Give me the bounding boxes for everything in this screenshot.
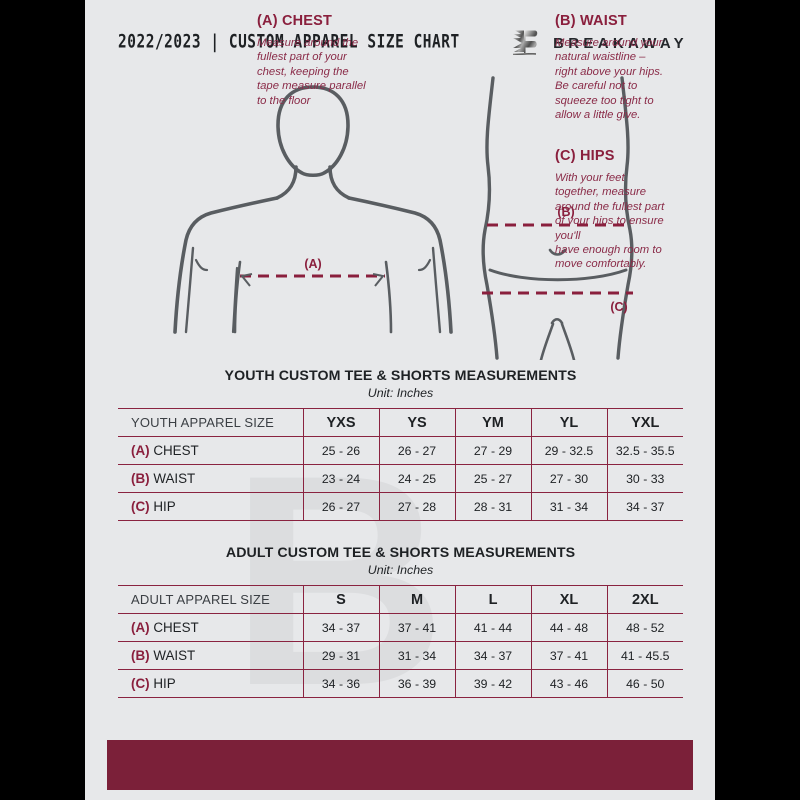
table-header-size-yxs: YXS <box>302 408 379 437</box>
measurement-cell: 31 - 34 <box>530 492 607 521</box>
measurement-cell: 26 - 27 <box>302 492 379 521</box>
chest-measure-line <box>240 273 385 287</box>
table-header-size-l: L <box>454 585 531 614</box>
measurement-cell: 25 - 27 <box>454 464 531 493</box>
measurement-cell: 41 - 45.5 <box>606 641 683 670</box>
adult-table-unit: Unit: Inches <box>367 563 434 577</box>
measurement-cell: 29 - 31 <box>302 641 379 670</box>
adult-size-table: ADULT APPAREL SIZE S M L XL 2XL (A) CHEST 34 -… <box>118 585 683 698</box>
row-label-tag: (C) <box>131 676 150 691</box>
measurement-cell: 29 - 32.5 <box>530 436 607 465</box>
measurement-cell: 34 - 37 <box>302 613 379 642</box>
measurement-cell: 23 - 24 <box>302 464 379 493</box>
table-header-row: ADULT APPAREL SIZE S M L XL 2XL <box>118 585 683 614</box>
waist-measure-label: (B) <box>557 205 574 219</box>
measurement-cell: 26 - 27 <box>378 436 455 465</box>
page-header: 2022/2023 | CUSTOM APPAREL SIZE CHART <box>85 0 715 72</box>
measurement-cell: 39 - 42 <box>454 669 531 698</box>
measurement-cell: 31 - 34 <box>378 641 455 670</box>
youth-table-head: YOUTH APPAREL SIZE YXS YS YM YL YXL <box>118 408 683 437</box>
row-label: (B) WAIST <box>118 641 303 670</box>
row-label: (C) HIP <box>118 669 303 698</box>
callout-waist: (B) WAIST Measure around your natural wa… <box>555 13 705 122</box>
table-header-size-yxl: YXL <box>606 408 683 437</box>
callout-hips-heading: (C) HIPS <box>555 148 615 164</box>
measurement-cell: 34 - 37 <box>606 492 683 521</box>
table-row: (A) CHEST 34 - 37 37 - 41 41 - 44 44 - 48 48 … <box>118 613 683 642</box>
table-row: (C) HIP 26 - 27 27 - 28 28 - 31 31 - 34 34 - … <box>118 492 683 521</box>
table-header-size-ys: YS <box>378 408 455 437</box>
callout-waist-body: Measure around your natural waistline – … <box>555 37 664 122</box>
callout-chest-heading: (A) CHEST <box>257 13 333 29</box>
measurement-illustrations: (A) <box>85 70 715 360</box>
measurement-cell: 37 - 41 <box>378 613 455 642</box>
table-header-apparel-size: YOUTH APPAREL SIZE <box>118 408 303 437</box>
adult-table-body: (A) CHEST 34 - 37 37 - 41 41 - 44 44 - 48 48 … <box>118 613 683 698</box>
measurement-cell: 27 - 29 <box>454 436 531 465</box>
measurement-cell: 34 - 36 <box>302 669 379 698</box>
row-label-tag: (C) <box>131 499 150 514</box>
table-header-size-m: M <box>378 585 455 614</box>
youth-size-section: YOUTH CUSTOM TEE & SHORTS MEASUREMENTS U… <box>118 368 683 521</box>
table-header-apparel-size: ADULT APPAREL SIZE <box>118 585 303 614</box>
row-label: (C) HIP <box>118 492 303 521</box>
brand-lockup: BREAKAWAY <box>509 28 688 58</box>
adult-table-head: ADULT APPAREL SIZE S M L XL 2XL <box>118 585 683 614</box>
measurement-cell: 44 - 48 <box>530 613 607 642</box>
brand-name: BREAKAWAY <box>553 34 688 52</box>
row-label-tag: (A) <box>131 620 150 635</box>
row-label-tag: (B) <box>131 648 150 663</box>
row-label-tag: (B) <box>131 471 150 486</box>
youth-table-title: YOUTH CUSTOM TEE & SHORTS MEASUREMENTS <box>224 368 577 384</box>
measurement-cell: 30 - 33 <box>606 464 683 493</box>
lower-body-illustration <box>481 76 634 360</box>
table-header-size-2xl: 2XL <box>606 585 683 614</box>
measurement-cell: 37 - 41 <box>530 641 607 670</box>
document-sheet: B 2022/2023 | CUSTOM APPAREL SIZE CHART <box>85 0 715 800</box>
measurement-cell: 46 - 50 <box>606 669 683 698</box>
measurement-cell: 25 - 26 <box>302 436 379 465</box>
row-label: (A) CHEST <box>118 436 303 465</box>
footer-bar <box>107 740 693 790</box>
row-label-tag: (A) <box>131 443 150 458</box>
callout-waist-heading: (B) WAIST <box>555 13 627 29</box>
measurement-cell: 28 - 31 <box>454 492 531 521</box>
table-header-size-yl: YL <box>530 408 607 437</box>
adult-size-section: ADULT CUSTOM TEE & SHORTS MEASUREMENTS U… <box>118 545 683 698</box>
measurement-cell: 41 - 44 <box>454 613 531 642</box>
youth-table-body: (A) CHEST 25 - 26 26 - 27 27 - 29 29 - 32.5 3… <box>118 436 683 521</box>
row-label: (B) WAIST <box>118 464 303 493</box>
adult-table-title: ADULT CUSTOM TEE & SHORTS MEASUREMENTS <box>225 545 576 561</box>
measurement-cell: 43 - 46 <box>530 669 607 698</box>
measurement-cell: 27 - 28 <box>378 492 455 521</box>
youth-table-unit: Unit: Inches <box>367 386 434 400</box>
table-row: (B) WAIST 29 - 31 31 - 34 34 - 37 37 - 41 41 … <box>118 641 683 670</box>
table-header-size-ym: YM <box>454 408 531 437</box>
torso-front-illustration <box>173 85 453 334</box>
table-row: (A) CHEST 25 - 26 26 - 27 27 - 29 29 - 32.5 3… <box>118 436 683 465</box>
table-row: (B) WAIST 23 - 24 24 - 25 25 - 27 27 - 30 30 … <box>118 464 683 493</box>
page-title: 2022/2023 | CUSTOM APPAREL SIZE CHART <box>118 31 460 53</box>
chest-measure-label: (A) <box>304 257 321 271</box>
table-row: (C) HIP 34 - 36 36 - 39 39 - 42 43 - 46 46 - … <box>118 669 683 698</box>
youth-size-table: YOUTH APPAREL SIZE YXS YS YM YL YXL (A) CHEST… <box>118 408 683 521</box>
callout-chest-body: Measure around the fullest part of your … <box>257 37 366 107</box>
hips-measure-label: (C) <box>610 300 627 314</box>
table-header-size-s: S <box>302 585 379 614</box>
measurement-cell: 48 - 52 <box>606 613 683 642</box>
measurement-cell: 34 - 37 <box>454 641 531 670</box>
breakaway-b-monogram-icon <box>509 28 539 58</box>
table-header-size-xl: XL <box>530 585 607 614</box>
callout-hips-body: With your feet together, measure around … <box>555 172 665 271</box>
measurement-cell: 36 - 39 <box>378 669 455 698</box>
callout-hips: (C) HIPS With your feet together, measur… <box>555 148 707 272</box>
measurement-cell: 32.5 - 35.5 <box>606 436 683 465</box>
table-header-row: YOUTH APPAREL SIZE YXS YS YM YL YXL <box>118 408 683 437</box>
measurement-cell: 24 - 25 <box>378 464 455 493</box>
row-label: (A) CHEST <box>118 613 303 642</box>
callout-chest: (A) CHEST Measure around the fullest par… <box>257 13 407 108</box>
measurement-cell: 27 - 30 <box>530 464 607 493</box>
